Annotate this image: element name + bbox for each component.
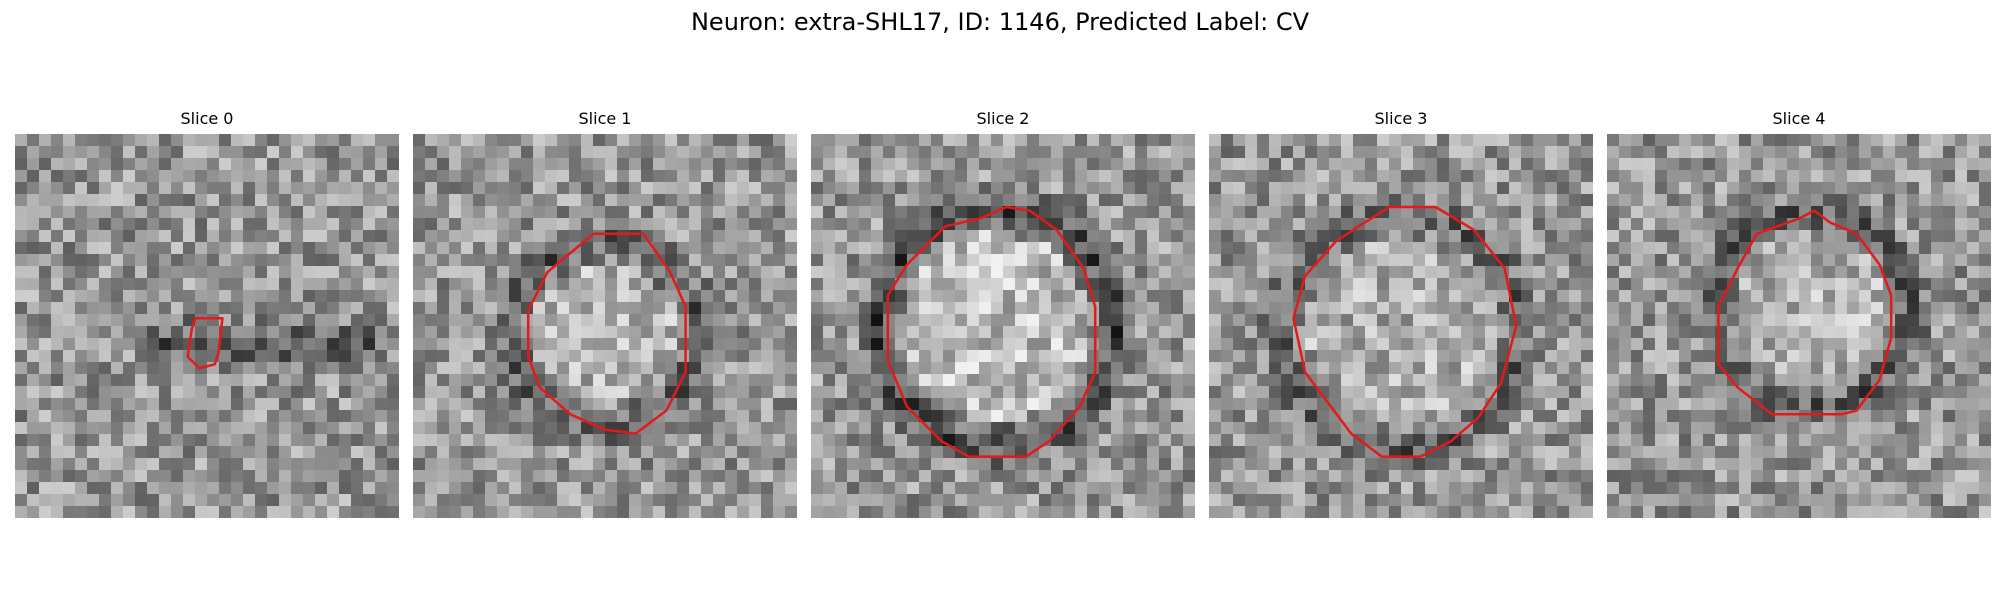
slice-title: Slice 2 <box>976 109 1030 128</box>
segmentation-contour <box>1717 209 1893 416</box>
segmentation-contour <box>186 317 224 370</box>
slice-title: Slice 1 <box>578 109 632 128</box>
slice-panel-1: Slice 1 <box>413 108 797 518</box>
slice-title: Slice 3 <box>1374 109 1428 128</box>
segmentation-contour <box>1292 205 1518 458</box>
slice-image <box>413 134 797 518</box>
segmentation-contour <box>886 205 1097 458</box>
slice-panel-4: Slice 4 <box>1607 108 1991 518</box>
slice-panel-3: Slice 3 <box>1209 108 1593 518</box>
slice-panel-0: Slice 0 <box>15 108 399 518</box>
slice-image <box>15 134 399 518</box>
slice-panel-2: Slice 2 <box>811 108 1195 518</box>
slice-image <box>811 134 1195 518</box>
segmentation-contour <box>526 232 687 435</box>
figure-title: Neuron: extra-SHL17, ID: 1146, Predicted… <box>690 8 1310 36</box>
slice-title: Slice 4 <box>1772 109 1826 128</box>
slice-title: Slice 0 <box>180 109 234 128</box>
slice-image <box>1607 134 1991 518</box>
slice-image <box>1209 134 1593 518</box>
